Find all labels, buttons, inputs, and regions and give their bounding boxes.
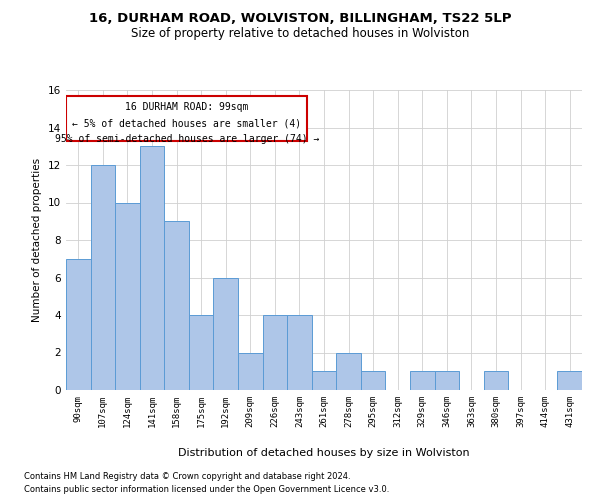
- Bar: [238, 352, 263, 390]
- Bar: [287, 315, 312, 390]
- Bar: [361, 371, 385, 390]
- Bar: [434, 371, 459, 390]
- Bar: [263, 315, 287, 390]
- Bar: [410, 371, 434, 390]
- Text: 16, DURHAM ROAD, WOLVISTON, BILLINGHAM, TS22 5LP: 16, DURHAM ROAD, WOLVISTON, BILLINGHAM, …: [89, 12, 511, 26]
- Y-axis label: Number of detached properties: Number of detached properties: [32, 158, 43, 322]
- Bar: [164, 221, 189, 390]
- Text: Distribution of detached houses by size in Wolviston: Distribution of detached houses by size …: [178, 448, 470, 458]
- FancyBboxPatch shape: [67, 96, 307, 140]
- Bar: [557, 371, 582, 390]
- Bar: [189, 315, 214, 390]
- Bar: [66, 259, 91, 390]
- Text: ← 5% of detached houses are smaller (4): ← 5% of detached houses are smaller (4): [73, 118, 301, 128]
- Text: Contains HM Land Registry data © Crown copyright and database right 2024.: Contains HM Land Registry data © Crown c…: [24, 472, 350, 481]
- Bar: [214, 278, 238, 390]
- Text: 95% of semi-detached houses are larger (74) →: 95% of semi-detached houses are larger (…: [55, 134, 319, 144]
- Bar: [115, 202, 140, 390]
- Bar: [140, 146, 164, 390]
- Text: Size of property relative to detached houses in Wolviston: Size of property relative to detached ho…: [131, 28, 469, 40]
- Bar: [312, 371, 336, 390]
- Bar: [336, 352, 361, 390]
- Bar: [484, 371, 508, 390]
- Text: 16 DURHAM ROAD: 99sqm: 16 DURHAM ROAD: 99sqm: [125, 102, 248, 112]
- Text: Contains public sector information licensed under the Open Government Licence v3: Contains public sector information licen…: [24, 485, 389, 494]
- Bar: [91, 165, 115, 390]
